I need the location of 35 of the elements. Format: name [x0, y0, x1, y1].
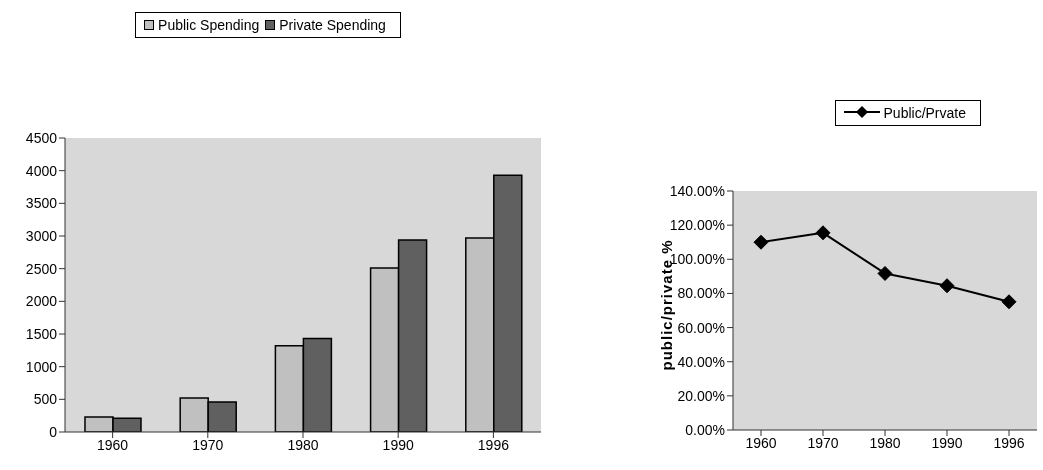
- y-tick-label: 1000: [25, 358, 58, 375]
- x-tick-label: 1970: [807, 434, 839, 451]
- point: [939, 278, 955, 294]
- point: [1001, 294, 1017, 310]
- y-tick-label: 500: [33, 391, 58, 408]
- y-tick-label: 2000: [25, 293, 58, 310]
- x-tick-label: 1960: [97, 436, 129, 453]
- y-tick-label: 3000: [25, 227, 58, 244]
- legend-label: Public/Prvate: [882, 105, 966, 121]
- x-tick-label: 1970: [192, 436, 224, 453]
- x-tick-label: 1980: [287, 436, 319, 453]
- y-tick-label: 20.00%: [677, 387, 725, 404]
- y-tick-label: 1500: [25, 325, 58, 342]
- legend-label: Public Spending: [157, 17, 260, 33]
- x-tick-label: 1996: [993, 434, 1025, 451]
- x-tick-label: 1980: [869, 434, 901, 451]
- x-tick-label: 1960: [745, 434, 777, 451]
- y-tick-label: 0.00%: [685, 421, 725, 438]
- point: [815, 225, 831, 241]
- y-tick-label: 4000: [25, 162, 58, 179]
- y-tick-label: 60.00%: [677, 319, 725, 336]
- point: [877, 265, 893, 281]
- y-tick-label: 140.00%: [669, 182, 725, 199]
- legend-label: Private Spending: [278, 17, 386, 33]
- y-tick-label: 120.00%: [669, 217, 725, 234]
- x-tick-label: 1990: [382, 436, 414, 453]
- y-tick-label: 80.00%: [677, 285, 725, 302]
- y-tick-label: 2500: [25, 260, 58, 277]
- point: [753, 234, 769, 250]
- x-tick-label: 1996: [477, 436, 510, 453]
- y-tick-label: 0: [49, 423, 58, 440]
- y-tick-label: 40.00%: [677, 353, 725, 370]
- y-tick-label: 4500: [25, 129, 58, 146]
- x-tick-label: 1990: [931, 434, 963, 451]
- y-tick-label: 3500: [25, 195, 58, 212]
